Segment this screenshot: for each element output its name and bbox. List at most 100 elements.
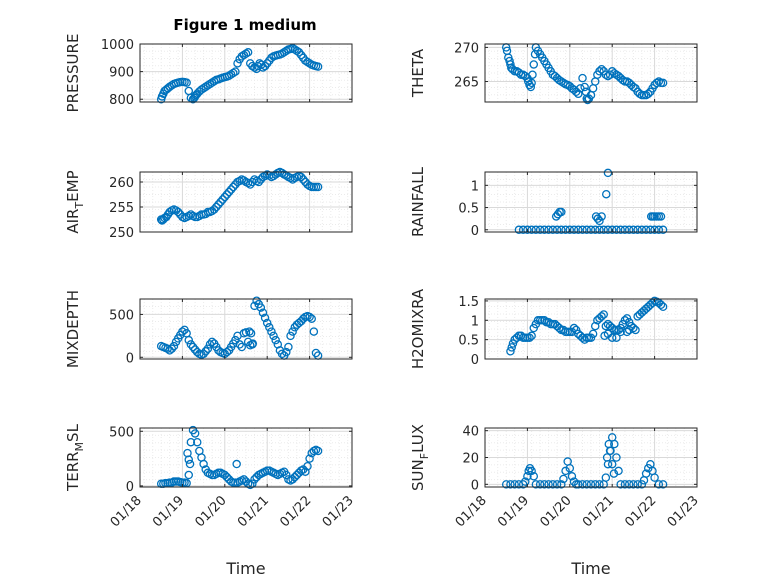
plot-3-point [288, 175, 297, 184]
plot-8-point [602, 453, 612, 462]
plot-1-point [290, 45, 300, 54]
plot-3-point [173, 207, 183, 217]
plot-6-point [508, 339, 518, 348]
plot-6-point [554, 323, 564, 333]
plot-5-point [294, 318, 304, 328]
plot-5-point [282, 347, 291, 357]
plot-2-point [578, 73, 587, 83]
plot-5-point [288, 327, 297, 336]
plot-4-point [599, 225, 608, 235]
plot-7-xtick-label: 01/23 [320, 493, 357, 530]
plot-8-point [559, 474, 568, 484]
plot-5-point [307, 314, 316, 323]
plot-7-point [250, 475, 259, 484]
plot-1-point [303, 57, 312, 67]
plot-6-point [629, 323, 638, 333]
plot-6-ytick-label: 0 [471, 353, 479, 368]
plot-3-point [235, 176, 244, 186]
plot-4-point [641, 225, 651, 235]
plot-4-ylabel: RAINFALL [409, 166, 427, 237]
plot-3-point [298, 175, 308, 184]
plot-1-ytick-label: 800 [109, 93, 134, 108]
plot-8-point [586, 480, 596, 489]
plot-8-point [620, 480, 630, 489]
plot-5-point [277, 349, 287, 359]
plot-5-point [311, 348, 321, 358]
plot-3-point [239, 176, 249, 185]
plot-2-point [658, 78, 668, 88]
plot-7-point [290, 472, 300, 482]
plot-7-xtick-label: 01/21 [235, 493, 272, 530]
plot-7-point [232, 459, 241, 469]
plot-8-point [614, 466, 623, 476]
plot-7-point [292, 470, 302, 480]
plot-4-point [586, 225, 596, 235]
plot-8-point [544, 480, 553, 489]
plot-8-xtick-label: 01/18 [453, 493, 490, 530]
plot-5-point [305, 312, 314, 322]
plot-5-point [167, 344, 177, 353]
plot-4-point [646, 225, 655, 235]
plot-8-point [578, 480, 587, 489]
plot-4-point [633, 225, 642, 235]
plot-8-point [535, 480, 545, 489]
plot-8-ytick-label: 40 [462, 425, 479, 440]
plot-5-point [286, 331, 295, 341]
plot-8-ytick-label: 20 [462, 452, 479, 467]
plot-5-point [260, 313, 270, 323]
plot-6-point [620, 316, 630, 325]
plot-8-point [557, 480, 566, 489]
plot-1-point [243, 48, 253, 57]
plot-4-point [602, 189, 611, 199]
plot-4-point [656, 212, 666, 221]
plot-4-point [565, 225, 575, 235]
plot-4-point [603, 168, 613, 178]
plot-3-point [243, 178, 253, 188]
plot-7-ytick-label: 0 [126, 480, 134, 495]
plot-4-point [597, 212, 606, 221]
plot-3-point [248, 177, 257, 187]
plot-6-point [512, 333, 522, 342]
plot-2-ylabel: THETA [409, 48, 427, 98]
plot-6-ytick-label: 1 [471, 314, 479, 329]
plot-8-point [595, 480, 604, 489]
plot-3-ylabel: AIRTEMP [64, 170, 86, 233]
plot-7-xtick-label: 01/22 [277, 493, 314, 530]
plot-7-point [305, 454, 314, 463]
plot-7-axes-box [139, 427, 353, 488]
plot-3-point [313, 182, 323, 192]
plot-8-point [629, 480, 638, 489]
plot-4-point [518, 225, 528, 235]
plot-6-point [599, 310, 608, 319]
plot-6-point [569, 323, 579, 333]
plot-2-point [610, 69, 619, 78]
plot-5-point [256, 303, 266, 312]
plot-5-point [262, 318, 272, 328]
plot-5-point [184, 335, 194, 345]
plot-2-point [528, 70, 537, 79]
plot-1-ytick-label: 900 [109, 66, 134, 81]
plot-2-point [574, 89, 583, 99]
plot-5-point [284, 342, 293, 352]
plot-5-point [265, 323, 274, 332]
plot-8-point [561, 466, 570, 476]
plot-3-point [218, 195, 227, 204]
plot-1-point [207, 78, 217, 87]
plot-5-axes-box [139, 298, 353, 360]
plot-2-point [581, 87, 591, 97]
plot-4-axes-box [484, 171, 698, 233]
plot-7-point [190, 429, 200, 438]
plot-7-ylabel: TERRMSL [64, 423, 86, 492]
plot-1-point [277, 49, 287, 58]
plot-5-point [165, 346, 174, 355]
plot-8-point [654, 480, 664, 489]
plot-8-xtick-label: 01/22 [622, 493, 659, 530]
plot-5-ytick-label: 0 [126, 351, 134, 366]
plot-4-point [544, 225, 553, 235]
plot-8-point [506, 480, 515, 489]
plot-5-point [269, 331, 278, 341]
plot-6-point [622, 327, 632, 337]
plot-6-ylabel: H2OMIXRA [409, 288, 427, 369]
plot-4-ytick-label: 1 [471, 179, 479, 194]
plot-7-xtick-label: 01/19 [150, 493, 187, 530]
